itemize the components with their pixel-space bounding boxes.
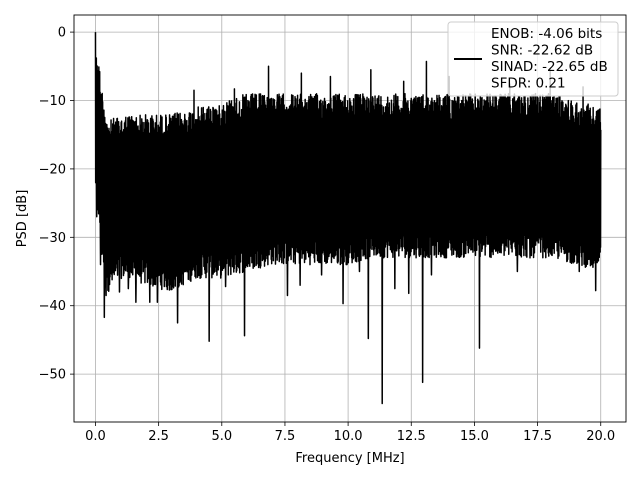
y-tick-label: −50	[39, 368, 66, 383]
legend-entry: ENOB: -4.06 bits	[491, 26, 602, 42]
x-tick-label: 12.5	[397, 429, 426, 444]
y-tick-label: −40	[39, 299, 66, 314]
x-tick-label: 15.0	[460, 429, 489, 444]
x-axis-label: Frequency [MHz]	[295, 451, 404, 466]
legend-entry: SFDR: 0.21	[491, 76, 566, 92]
y-axis-label: PSD [dB]	[15, 190, 30, 248]
x-tick-label: 17.5	[523, 429, 552, 444]
psd-series-line	[94, 32, 602, 405]
x-tick-label: 2.5	[148, 429, 169, 444]
y-tick-label: −10	[39, 94, 66, 109]
legend-entry: SNR: -22.62 dB	[491, 43, 593, 59]
y-tick-label: 0	[58, 26, 66, 41]
y-tick-label: −20	[39, 162, 66, 177]
series-layer	[94, 32, 602, 405]
x-tick-label: 7.5	[275, 429, 296, 444]
x-axis-ticks: 0.0 2.5 5.0 7.5 10.0 12.5 15.0 17.5 20.0	[85, 422, 615, 444]
x-tick-label: 20.0	[586, 429, 615, 444]
x-tick-label: 10.0	[334, 429, 363, 444]
y-axis-ticks: 0 −10 −20 −30 −40 −50	[39, 26, 74, 383]
legend-box	[447, 21, 619, 97]
plot-frame	[73, 14, 627, 423]
legend-entry: SINAD: -22.65 dB	[491, 59, 608, 75]
y-tick-label: −30	[39, 231, 66, 246]
x-tick-label: 5.0	[211, 429, 232, 444]
x-tick-label: 0.0	[85, 429, 106, 444]
